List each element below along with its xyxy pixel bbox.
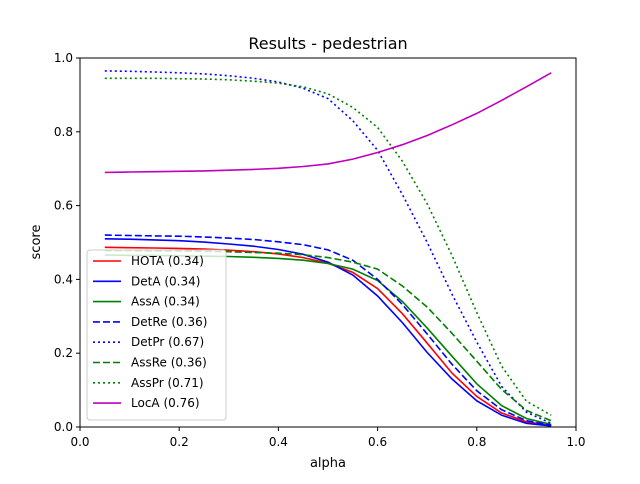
x-tick-label: 0.4 xyxy=(269,435,288,449)
legend-box xyxy=(86,249,227,421)
y-tick-label: 0.6 xyxy=(54,199,73,213)
series-line-7 xyxy=(104,72,552,174)
y-axis-label: score xyxy=(29,225,44,260)
x-tick-label: 1.0 xyxy=(566,435,585,449)
x-tick-label: 0.8 xyxy=(467,435,486,449)
legend-label-6: AssPr (0.71) xyxy=(131,376,204,390)
legend-label-7: LocA (0.76) xyxy=(131,396,200,410)
x-tick-label: 0.0 xyxy=(70,435,89,449)
series-line-3 xyxy=(104,234,552,426)
legend-label-3: DetRe (0.36) xyxy=(131,315,207,329)
x-tick-label: 0.2 xyxy=(170,435,189,449)
y-tick-label: 0.0 xyxy=(54,420,73,434)
y-tick-label: 1.0 xyxy=(54,51,73,65)
chart-title: Results - pedestrian xyxy=(248,34,407,53)
y-axis-ticks: 0.0 0.2 0.4 0.6 0.8 1.0 xyxy=(54,51,80,434)
x-tick-label: 0.6 xyxy=(368,435,387,449)
x-axis-label: alpha xyxy=(310,456,346,471)
legend: HOTA (0.34) DetA (0.34) AssA (0.34) DetRe (… xyxy=(86,249,227,421)
series-line-1 xyxy=(104,238,552,427)
x-axis-ticks: 0.0 0.2 0.4 0.6 0.8 1.0 xyxy=(70,427,586,449)
legend-label-0: HOTA (0.34) xyxy=(131,254,204,268)
y-tick-label: 0.8 xyxy=(54,125,73,139)
y-tick-label: 0.4 xyxy=(54,272,73,286)
legend-label-5: AssRe (0.36) xyxy=(131,356,207,370)
y-tick-label: 0.2 xyxy=(54,346,73,360)
plot-frame xyxy=(79,57,577,428)
series-line-6 xyxy=(104,77,552,416)
legend-label-2: AssA (0.34) xyxy=(131,295,200,309)
series-line-4 xyxy=(104,70,552,425)
legend-label-4: DetPr (0.67) xyxy=(131,335,204,349)
legend-label-1: DetA (0.34) xyxy=(131,274,200,288)
